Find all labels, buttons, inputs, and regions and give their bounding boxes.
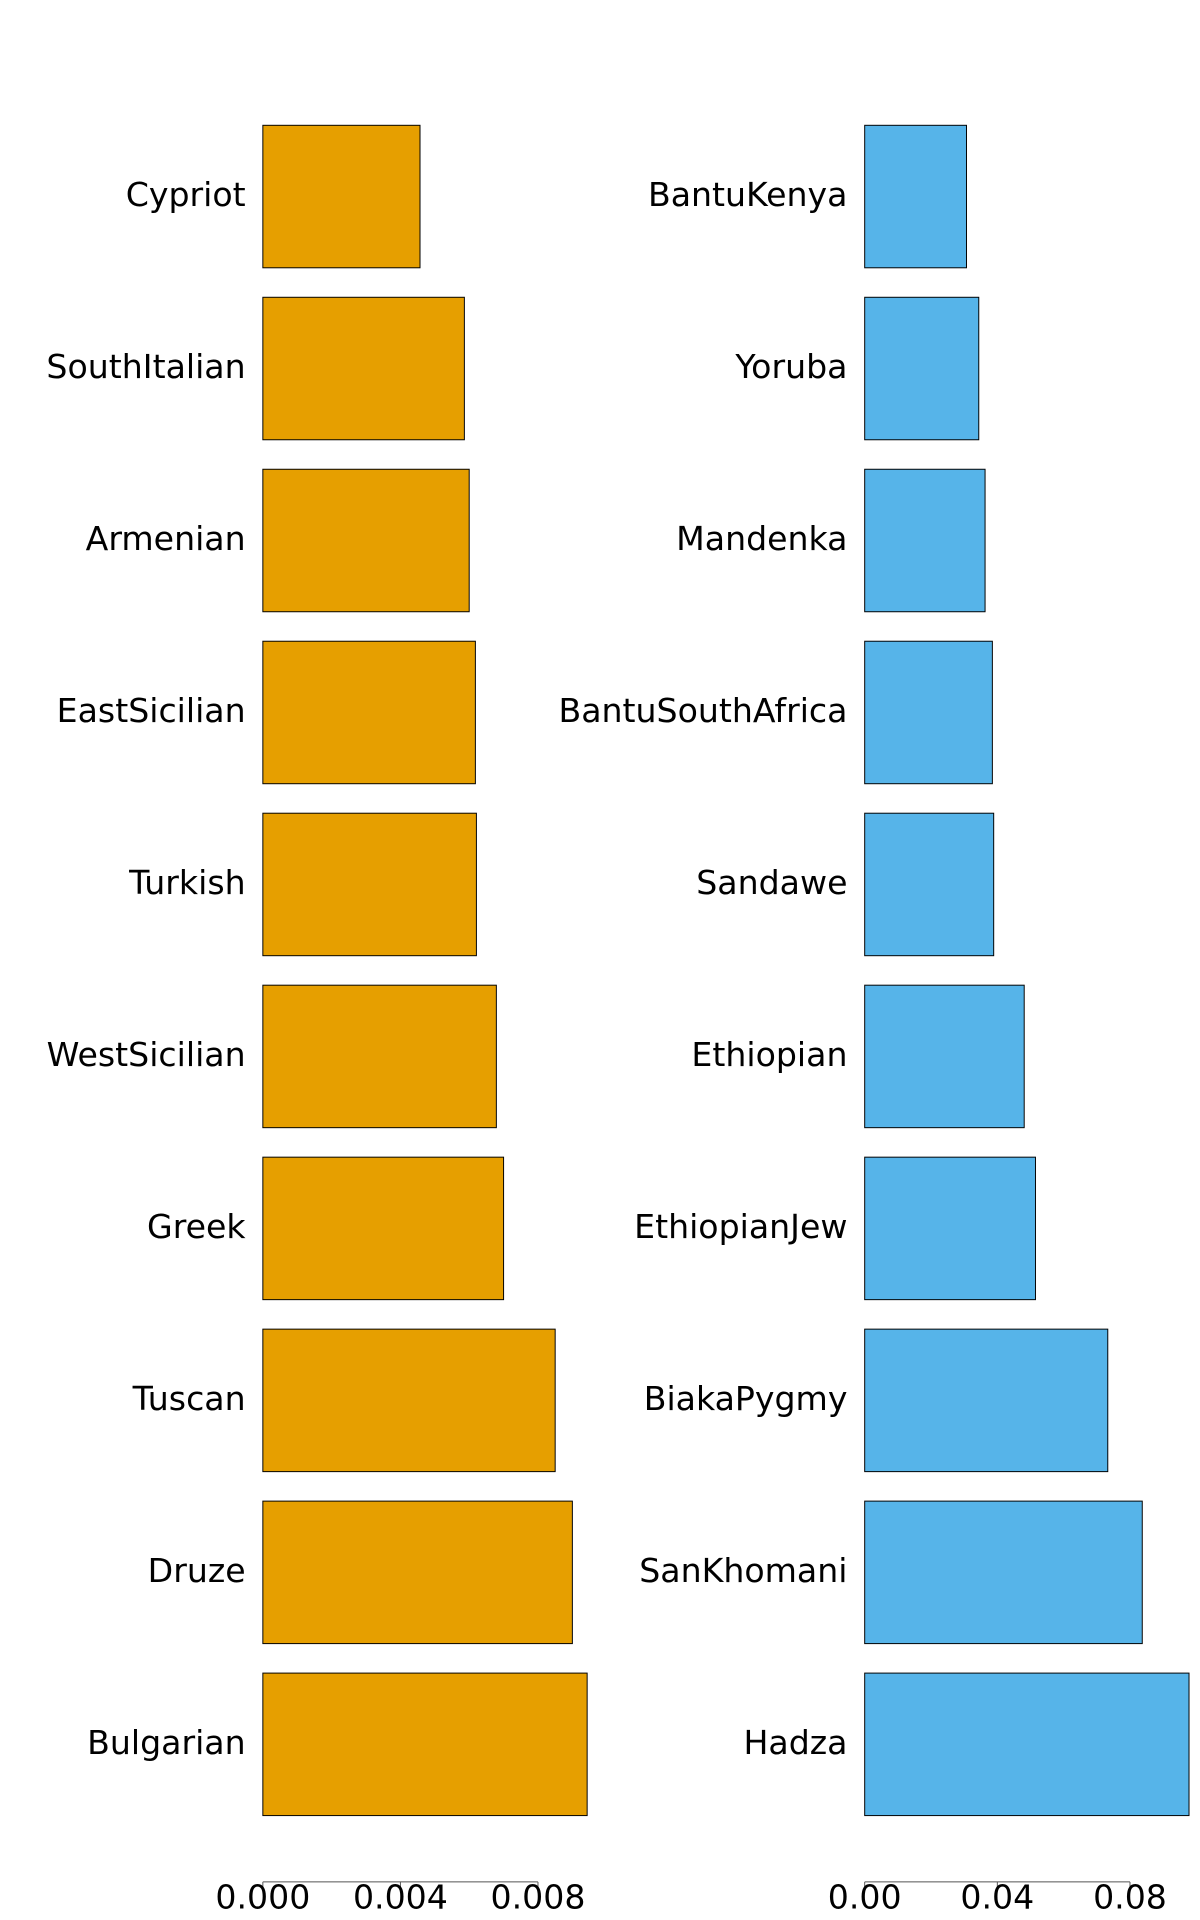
bar [864,124,967,269]
bar [262,1672,588,1817]
bar [262,468,470,613]
bar [864,1500,1143,1645]
bar [262,640,476,785]
category-label: EastSicilian [57,691,246,730]
x-tick-label: 0.08 [1093,1878,1167,1917]
category-label: Cypriot [126,175,246,214]
category-label: SouthItalian [46,347,245,386]
bar [262,124,421,269]
category-label: Mandenka [676,519,847,558]
category-label: Armenian [86,519,246,558]
bar [262,1156,505,1301]
category-label: BantuKenya [648,175,848,214]
category-label: Tuscan [132,1379,246,1418]
x-tick-label: 0.00 [828,1878,902,1917]
x-tick-label: 0.000 [215,1878,310,1917]
category-label: Yoruba [734,347,847,386]
category-label: Sandawe [696,863,847,902]
category-label: Bulgarian [87,1723,246,1762]
category-label: Ethiopian [691,1035,847,1074]
x-tick-label: 0.004 [353,1878,448,1917]
bar [864,1672,1190,1817]
bar [864,812,995,957]
bar [262,984,497,1129]
category-label: Turkish [128,863,246,902]
bar [864,296,980,441]
category-label: Greek [147,1207,246,1246]
bar [864,1156,1036,1301]
bar [262,812,477,957]
bar [864,1328,1109,1473]
category-label: Hadza [743,1723,847,1762]
bar [262,1328,556,1473]
category-label: WestSicilian [47,1035,246,1074]
bar [864,468,986,613]
bar [864,640,993,785]
bar [262,296,465,441]
category-label: EthiopianJew [634,1207,847,1246]
bar [262,1500,573,1645]
bar [864,984,1025,1129]
category-label: BantuSouthAfrica [558,691,847,730]
category-label: Druze [148,1551,246,1590]
x-tick-label: 0.008 [491,1878,586,1917]
x-tick-label: 0.04 [960,1878,1034,1917]
category-label: BiakaPygmy [644,1379,848,1418]
category-label: SanKhomani [639,1551,847,1590]
